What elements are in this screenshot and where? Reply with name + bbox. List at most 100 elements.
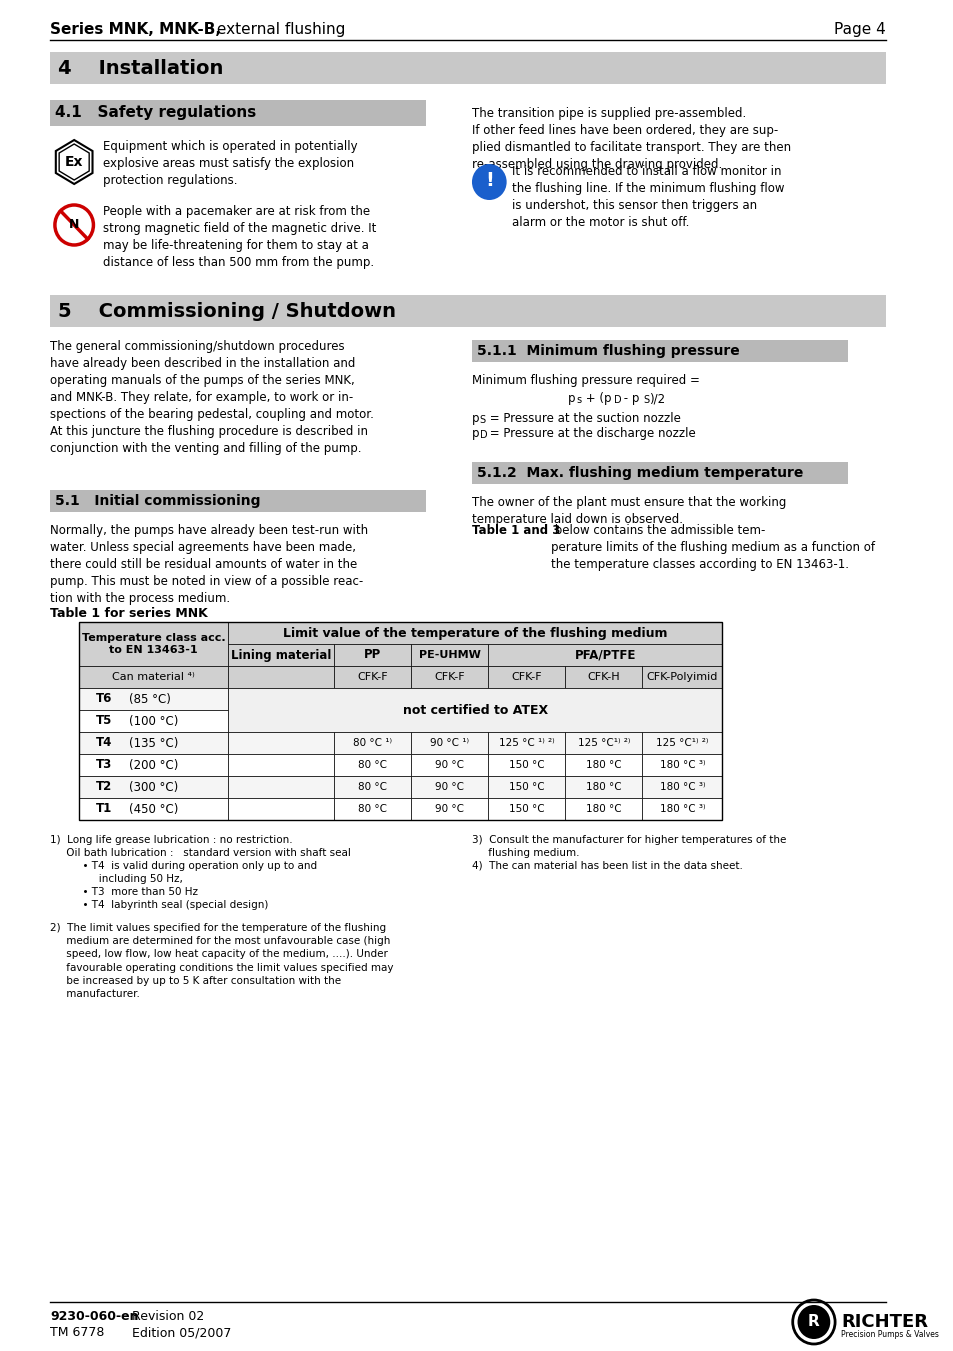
Bar [79, 621, 228, 666]
Text: 90 °C: 90 °C [435, 761, 464, 770]
Text: Edition 05/2007: Edition 05/2007 [132, 1325, 231, 1339]
Text: N: N [69, 219, 79, 231]
Text: 150 °C: 150 °C [509, 761, 544, 770]
Text: 180 °C: 180 °C [585, 804, 621, 815]
Text: (85 °C): (85 °C) [129, 693, 171, 705]
Text: 2)  The limit values specified for the temperature of the flushing
     medium a: 2) The limit values specified for the te… [51, 923, 394, 998]
Text: 80 °C: 80 °C [358, 804, 387, 815]
Bar [79, 711, 228, 732]
Bar [411, 666, 488, 688]
Text: (300 °C): (300 °C) [129, 781, 178, 793]
Bar [565, 754, 641, 775]
Bar [79, 775, 228, 798]
Bar [51, 295, 885, 327]
Text: S: S [642, 394, 649, 405]
Text: TM 6778: TM 6778 [51, 1325, 104, 1339]
Text: Page 4: Page 4 [834, 22, 885, 36]
Text: 3)  Consult the manufacturer for higher temperatures of the: 3) Consult the manufacturer for higher t… [472, 835, 785, 844]
Bar [228, 644, 334, 666]
Text: Oil bath lubrication :   standard version with shaft seal: Oil bath lubrication : standard version … [51, 848, 351, 858]
Text: 180 °C: 180 °C [585, 782, 621, 792]
Bar [79, 621, 721, 820]
Text: 5.1   Initial commissioning: 5.1 Initial commissioning [55, 494, 260, 508]
Text: It is recommended to install a flow monitor in
the flushing line. If the minimum: It is recommended to install a flow moni… [512, 165, 784, 230]
Text: 90 °C: 90 °C [435, 804, 464, 815]
Bar [565, 666, 641, 688]
Text: - p: - p [619, 392, 639, 405]
Bar [641, 798, 721, 820]
Bar [79, 798, 228, 820]
Text: Equipment which is operated in potentially
explosive areas must satisfy the expl: Equipment which is operated in potential… [103, 141, 357, 186]
Bar [411, 798, 488, 820]
Text: PP: PP [364, 648, 381, 662]
Text: • T4  labyrinth seal (special design): • T4 labyrinth seal (special design) [51, 900, 268, 911]
Text: Temperature class acc.
to EN 13463-1: Temperature class acc. to EN 13463-1 [82, 634, 225, 655]
Bar [565, 732, 641, 754]
Text: p: p [472, 427, 479, 440]
Text: Minimum flushing pressure required =: Minimum flushing pressure required = [472, 374, 700, 386]
Text: Limit value of the temperature of the flushing medium: Limit value of the temperature of the fl… [283, 627, 667, 639]
Text: 90 °C: 90 °C [435, 782, 464, 792]
Text: 180 °C ³⁾: 180 °C ³⁾ [659, 804, 704, 815]
Text: Precision Pumps & Valves: Precision Pumps & Valves [840, 1329, 938, 1339]
Text: • T3  more than 50 Hz: • T3 more than 50 Hz [51, 888, 198, 897]
Text: 150 °C: 150 °C [509, 804, 544, 815]
Bar [228, 754, 334, 775]
Text: 5.1.1  Minimum flushing pressure: 5.1.1 Minimum flushing pressure [476, 345, 739, 358]
Text: Table 1 for series MNK: Table 1 for series MNK [51, 607, 208, 620]
Text: Can material ⁴⁾: Can material ⁴⁾ [112, 671, 194, 682]
Bar [641, 666, 721, 688]
Text: T5: T5 [96, 715, 112, 727]
Text: 4    Installation: 4 Installation [58, 59, 223, 78]
Text: CFK-F: CFK-F [511, 671, 541, 682]
Bar [641, 775, 721, 798]
Bar [228, 798, 334, 820]
Bar [411, 732, 488, 754]
Text: PFA/PTFE: PFA/PTFE [574, 648, 636, 662]
Text: 125 °C¹⁾ ²⁾: 125 °C¹⁾ ²⁾ [656, 738, 708, 748]
Bar [472, 340, 846, 362]
Bar [51, 490, 425, 512]
Bar [334, 732, 411, 754]
Bar [334, 754, 411, 775]
Text: S: S [479, 415, 485, 426]
Bar [79, 666, 228, 688]
Text: Table 1 and 3: Table 1 and 3 [472, 524, 559, 536]
Text: 180 °C ³⁾: 180 °C ³⁾ [659, 761, 704, 770]
Text: T1: T1 [96, 802, 112, 816]
Text: including 50 Hz,: including 50 Hz, [51, 874, 183, 884]
Text: 80 °C: 80 °C [358, 761, 387, 770]
Text: s: s [576, 394, 580, 405]
Text: The general commissioning/shutdown procedures
have already been described in the: The general commissioning/shutdown proce… [51, 340, 374, 455]
Text: T2: T2 [96, 781, 112, 793]
Bar [641, 732, 721, 754]
Text: )/2: )/2 [649, 392, 664, 405]
Text: = Pressure at the discharge nozzle: = Pressure at the discharge nozzle [486, 427, 696, 440]
Text: 9230-060-en: 9230-060-en [51, 1310, 138, 1323]
Bar [472, 462, 846, 484]
Text: (450 °C): (450 °C) [129, 802, 178, 816]
Text: 5    Commissioning / Shutdown: 5 Commissioning / Shutdown [58, 303, 395, 322]
Text: 180 °C: 180 °C [585, 761, 621, 770]
Text: Revision 02: Revision 02 [132, 1310, 204, 1323]
Text: RICHTER: RICHTER [840, 1313, 927, 1331]
Bar [228, 688, 721, 732]
Bar [488, 644, 721, 666]
Text: 4)  The can material has been list in the data sheet.: 4) The can material has been list in the… [472, 861, 742, 871]
Bar [334, 775, 411, 798]
Text: 90 °C ¹⁾: 90 °C ¹⁾ [430, 738, 469, 748]
Bar [565, 775, 641, 798]
Bar [411, 644, 488, 666]
Bar [488, 666, 565, 688]
Bar [51, 51, 885, 84]
Text: 125 °C ¹⁾ ²⁾: 125 °C ¹⁾ ²⁾ [498, 738, 554, 748]
Text: Normally, the pumps have already been test-run with
water. Unless special agreem: Normally, the pumps have already been te… [51, 524, 368, 605]
Bar [79, 732, 228, 754]
Circle shape [797, 1305, 829, 1339]
Text: T4: T4 [96, 736, 112, 750]
Text: PE-UHMW: PE-UHMW [418, 650, 480, 661]
Text: CFK-H: CFK-H [587, 671, 619, 682]
Text: 80 °C: 80 °C [358, 782, 387, 792]
Bar [488, 798, 565, 820]
Text: (100 °C): (100 °C) [129, 715, 178, 727]
